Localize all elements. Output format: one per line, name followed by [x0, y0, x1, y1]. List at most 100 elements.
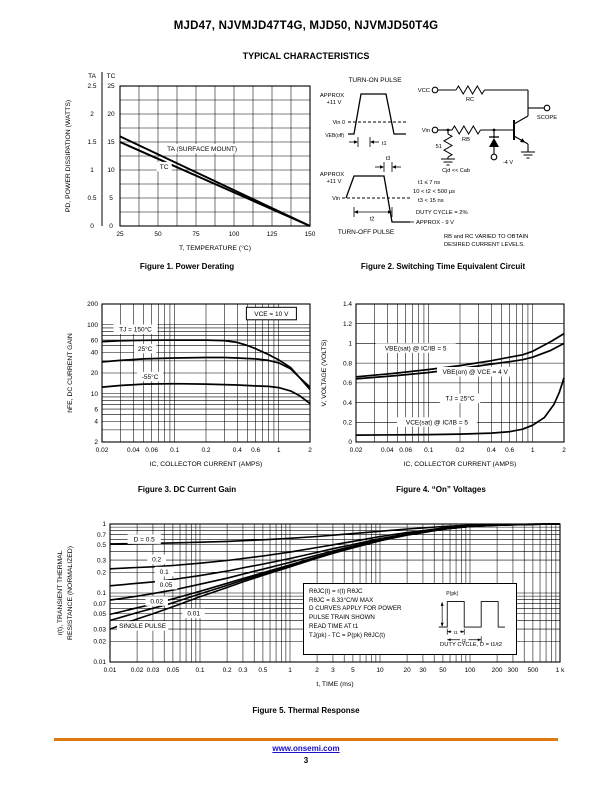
x-tick-label: 0.01: [104, 667, 117, 674]
vin-input-label: Vin: [422, 128, 430, 134]
x-tick-label: 0.4: [487, 447, 496, 454]
series-single-pulse: [109, 523, 561, 630]
x-axis-title: t, TIME (ms): [316, 681, 353, 688]
x-tick-label: 300: [508, 667, 519, 674]
y-tick-label: 0.03: [93, 626, 106, 633]
figure3-dc-current-gain-chart: 0.02 0.04 0.06 0.1 0.2 0.4 0.6 1 2 IC, COLLECTOR …: [67, 301, 312, 468]
rb-label: RB: [462, 137, 470, 143]
figure1-caption: Figure 1. Power Derating: [139, 262, 235, 271]
arrow-icon: [440, 622, 444, 628]
arrow-icon: [354, 140, 358, 144]
vin-terminal: [431, 126, 439, 134]
y-tick-label-tc: 15: [107, 139, 115, 146]
arrow-icon: [380, 165, 384, 169]
annotation-label: TJ = 25°C: [445, 395, 474, 403]
rc-label: RC: [466, 97, 474, 103]
arrow-icon: [460, 630, 465, 634]
annotation-bg: [145, 596, 168, 606]
vin-label: Vin: [332, 196, 340, 202]
annotation-bg: [127, 534, 161, 544]
y-tick-label-tc: 10: [107, 167, 115, 174]
vcc-label: VCC: [418, 88, 430, 94]
x-axis-title: IC, COLLECTOR CURRENT (AMPS): [404, 461, 517, 468]
y-tick-label: 1: [348, 341, 352, 348]
y-tick-label: 0.02: [93, 638, 106, 645]
annotation-bg: [156, 161, 172, 172]
y-tick-label: 0.8: [343, 360, 352, 367]
y-tick-label: 1.4: [343, 301, 352, 308]
arrow-icon: [370, 140, 374, 144]
x-tick-label: 0.02: [131, 667, 144, 674]
y-tick-label: 0.2: [97, 569, 106, 576]
figure2-caption: Figure 2. Switching Time Equivalent Circ…: [360, 262, 526, 271]
figure3-caption: Figure 3. DC Current Gain: [137, 485, 237, 494]
annotation-label: 0.05: [160, 582, 173, 589]
x-tick-label: 2: [562, 447, 566, 454]
annotation-bg: [165, 144, 239, 154]
x-tick-label: 1: [531, 447, 535, 454]
y-tick-label: 4: [94, 418, 98, 425]
annotation-label: 0.1: [160, 569, 169, 576]
minus4v-terminal: [490, 153, 498, 161]
x-tick-label: 0.6: [505, 447, 514, 454]
x-tick-label: 0.03: [147, 667, 160, 674]
series-vbe-on-vce-4-v: [355, 342, 565, 380]
note-t3: t3 < 15 ns: [418, 198, 444, 204]
ppk-label: P(pk): [446, 591, 458, 597]
y-tick-label: 0.5: [97, 542, 106, 549]
y-axis-title: V, VOLTAGE (VOLTS): [321, 340, 328, 407]
plot-border: [119, 85, 311, 227]
onsemi-link[interactable]: www.onsemi.com: [272, 744, 340, 753]
y-tick-label: 100: [87, 322, 98, 329]
x-tick-label: 150: [305, 231, 316, 238]
figure5-caption: Figure 5. Thermal Response: [252, 706, 360, 715]
annotation-label: TC: [160, 164, 169, 171]
y-tick-label: 0: [348, 439, 352, 446]
x-tick-label: 20: [403, 667, 411, 674]
note-duty-cycle: DUTY CYCLE = 2%: [416, 210, 468, 216]
y-tick-label-ta: 2: [90, 111, 94, 118]
notebox-line: RθJC(t) = r(t) RθJC: [309, 588, 363, 595]
note-t2: 10 < t2 < 500 μs: [413, 189, 455, 195]
t1-label: t1: [382, 141, 387, 147]
y-tick-label: 60: [91, 337, 99, 344]
veboff-label: VEB(off): [325, 133, 344, 139]
section-title: TYPICAL CHARACTERISTICS: [242, 51, 370, 61]
series-25-c: [101, 356, 311, 391]
x-tick-label: 200: [492, 667, 503, 674]
annotation-bg: [117, 621, 169, 631]
arrow-icon: [477, 638, 482, 642]
note-rbrc-1: RB and RC VARIED TO OBTAIN: [444, 234, 528, 240]
annotation-bg: [154, 580, 178, 590]
minus4v-label: -4 V: [503, 160, 513, 166]
notebox-line: D CURVES APPLY FOR POWER: [309, 605, 402, 613]
arrow-icon: [354, 210, 358, 214]
annotation-label: TA (SURFACE MOUNT): [167, 146, 237, 153]
t3-label: t3: [386, 156, 391, 162]
scope-terminal: [543, 104, 551, 112]
series--55-c: [101, 382, 311, 405]
plot-border: [355, 303, 565, 443]
thermal-response-notebox: RθJC(t) = r(t) RθJC RθJC = 8.33°C/W MAX …: [303, 583, 517, 655]
approx-label: APPROX: [320, 172, 344, 178]
annotation-label: 0.02: [150, 598, 163, 605]
x-tick-label: 30: [419, 667, 427, 674]
x-tick-label: 0.1: [424, 447, 433, 454]
note-approx-9v: APPROX - 9 V: [416, 220, 454, 226]
plot-border: [109, 523, 561, 663]
series-tc: [119, 141, 311, 227]
page-title: MJD47, NJVMJD47T4G, MJD50, NJVMJD50T4G: [173, 20, 439, 32]
series-vbe-sat-ic-ib-5: [355, 332, 565, 378]
x-tick-label: 10: [376, 667, 384, 674]
y-tick-label-ta: 2.5: [87, 83, 96, 90]
t2-label: t2: [370, 217, 375, 223]
resistor-51: [442, 133, 454, 158]
y-tick-label: 200: [87, 301, 98, 308]
x-tick-label: 75: [192, 231, 200, 238]
turn-off-pulse-label: TURN-OFF PULSE: [338, 229, 395, 236]
arrow-icon: [392, 165, 396, 169]
y-tick-label-tc: 5: [109, 195, 113, 202]
y-tick-label: 0.7: [97, 532, 106, 539]
x-tick-label: 0.6: [251, 447, 260, 454]
annotation-bg: [134, 343, 157, 354]
